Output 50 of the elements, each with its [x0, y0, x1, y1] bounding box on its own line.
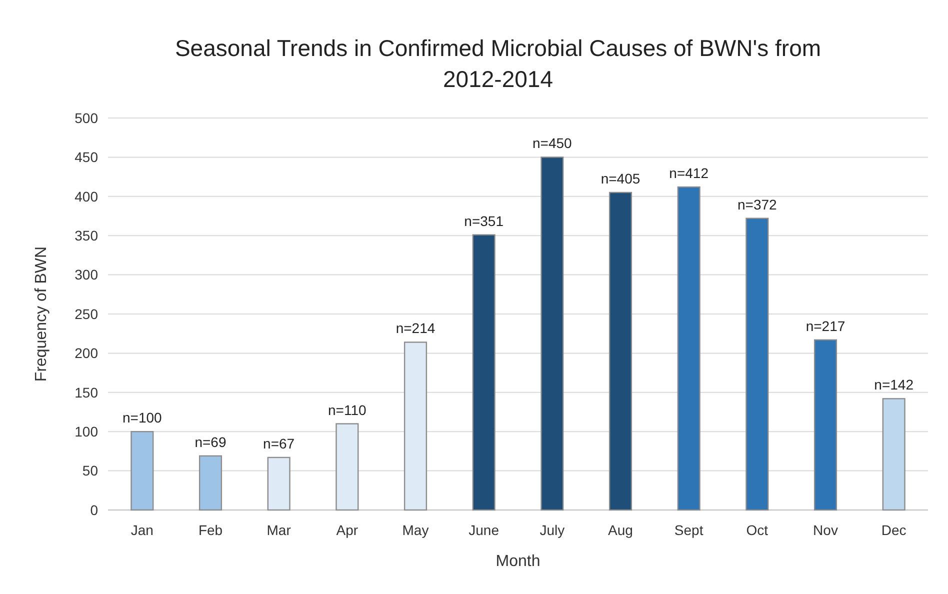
y-tick-label: 150 [74, 384, 98, 400]
data-label: n=412 [669, 164, 709, 181]
data-label: n=214 [396, 320, 436, 336]
y-axis-title: Frequency of BWN [33, 246, 50, 382]
bar [882, 398, 906, 511]
bar [814, 339, 838, 511]
bar [267, 456, 290, 511]
data-label: n=100 [122, 410, 162, 426]
x-tick-label: Nov [813, 522, 838, 538]
y-tick-label: 200 [74, 345, 98, 362]
data-label: n=217 [806, 318, 846, 334]
x-tick-label: June [468, 522, 500, 538]
y-tick-label: 100 [74, 424, 98, 440]
bar [198, 455, 222, 511]
data-label: n=69 [194, 434, 226, 450]
y-tick-label: 250 [74, 306, 98, 322]
y-tick-label: 350 [74, 228, 98, 244]
data-label: n=405 [600, 170, 640, 186]
y-tick-label: 50 [82, 462, 98, 479]
bar [677, 186, 700, 511]
data-label: n=67 [263, 435, 295, 452]
x-tick-label: Feb [198, 522, 223, 538]
y-tick-label: 0 [90, 502, 98, 518]
data-label: n=372 [738, 196, 778, 212]
x-tick-label: Aug [608, 522, 633, 538]
data-label: n=110 [328, 402, 367, 418]
bar [472, 234, 496, 511]
bar [746, 218, 769, 511]
x-tick-label: July [540, 522, 565, 538]
x-tick-label: May [402, 522, 429, 538]
y-tick-label: 400 [74, 188, 98, 204]
bar [404, 342, 428, 511]
y-tick-label: 500 [74, 110, 98, 126]
bar [608, 192, 632, 511]
chart-title: Seasonal Trends in Confirmed Microbial Causes of BWN's from 2012-2014 [174, 35, 822, 92]
x-tick-label: Apr [336, 522, 358, 538]
y-tick-label: 450 [74, 149, 98, 166]
x-tick-label: Jan [130, 522, 154, 538]
data-label: n=450 [532, 135, 572, 152]
x-tick-label: Mar [266, 522, 292, 538]
x-tick-label: Dec [881, 522, 906, 538]
bar [336, 423, 359, 511]
x-tick-label: Sept [674, 522, 704, 538]
bar [540, 156, 564, 511]
bar [130, 431, 154, 511]
x-tick-label: Oct [746, 522, 768, 538]
y-tick-label: 300 [74, 266, 98, 283]
data-label: n=142 [874, 376, 914, 393]
x-axis-title: Month [496, 553, 540, 570]
data-label: n=351 [464, 212, 504, 229]
